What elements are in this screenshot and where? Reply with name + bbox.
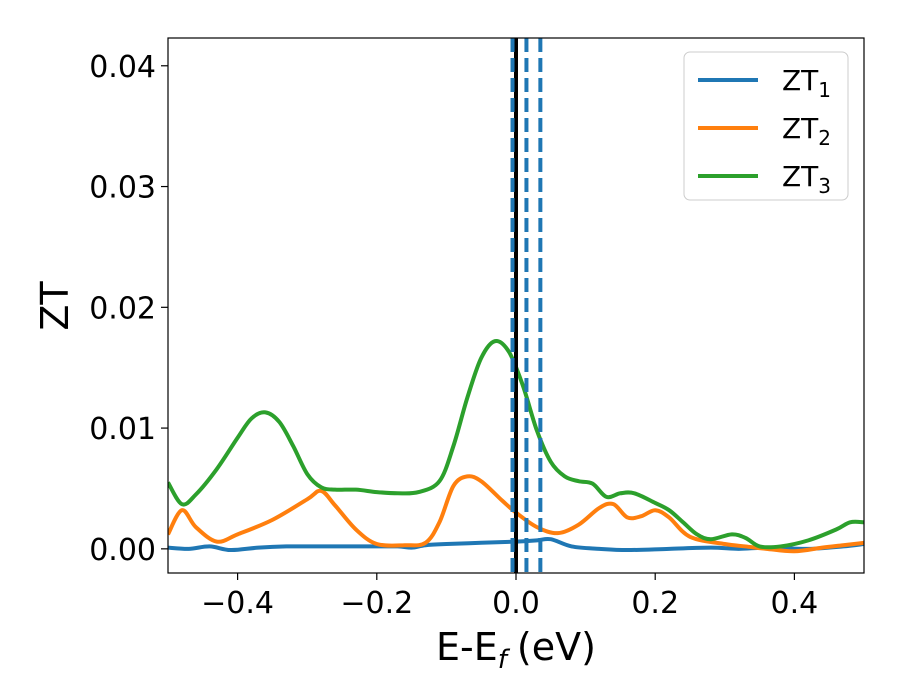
legend-label-zt2: ZT2 — [782, 112, 831, 150]
x-tick-label: 0.2 — [631, 586, 679, 621]
series-line-zt1 — [168, 536, 864, 553]
x-axis-label: E-Ef (eV) — [436, 625, 596, 675]
x-tick-label: 0.0 — [492, 586, 540, 621]
x-axis-label-subscript: f — [498, 645, 511, 675]
legend-box — [683, 51, 849, 201]
vertical-reference-lines — [510, 38, 543, 573]
legend-label-zt3: ZT3 — [782, 160, 831, 198]
y-axis-label: ZT — [33, 281, 77, 331]
legend: ZT1 ZT2 ZT3 — [683, 51, 849, 201]
y-tick-label: 0.00 — [89, 533, 156, 568]
y-tick-label: 0.02 — [89, 291, 156, 326]
y-tick-label: 0.01 — [89, 412, 156, 447]
y-tick-label: 0.04 — [89, 50, 156, 85]
x-tick-label: −0.4 — [201, 586, 274, 621]
series-line-zt2 — [168, 474, 864, 554]
x-axis-label-unit: (eV) — [517, 625, 596, 669]
x-tick-label: 0.4 — [771, 586, 819, 621]
y-tick-label: 0.03 — [89, 171, 156, 206]
y-axis-ticks: 0.00 0.01 0.02 0.03 0.04 — [89, 50, 168, 568]
x-tick-label: −0.2 — [340, 586, 413, 621]
x-axis-label-main: E-E — [436, 625, 498, 669]
x-axis-ticks: −0.4 −0.2 0.0 0.2 0.4 — [201, 573, 818, 621]
legend-label-zt1: ZT1 — [782, 64, 831, 102]
